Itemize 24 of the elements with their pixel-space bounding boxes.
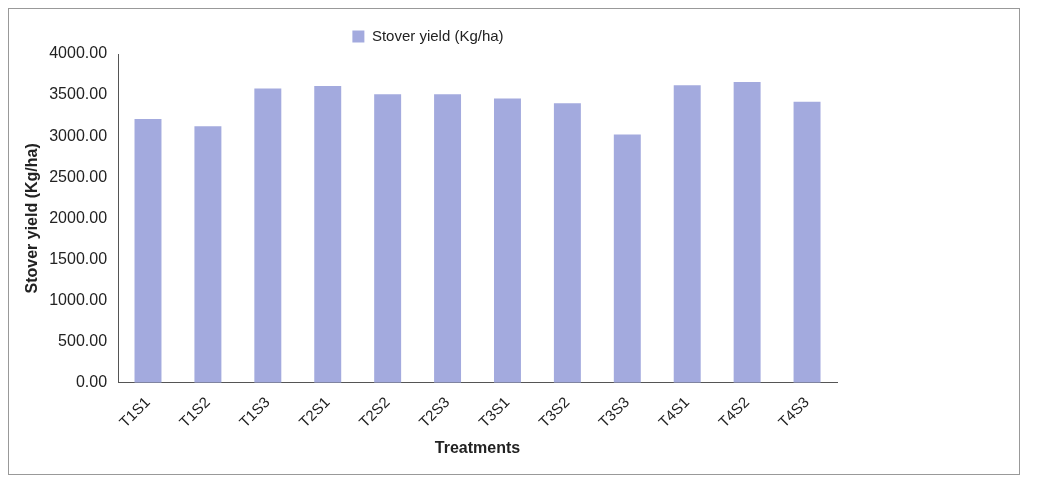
y-tick-label: 0.00 (75, 373, 108, 391)
bar (434, 94, 462, 383)
y-tick-label: 3500.00 (49, 85, 108, 103)
bar (314, 86, 342, 383)
bar (194, 126, 222, 383)
bar (493, 98, 521, 383)
bar (134, 118, 162, 383)
x-axis-title: Treatments (434, 438, 521, 456)
bar (613, 134, 641, 383)
bar (374, 94, 402, 383)
y-tick-label: 3000.00 (49, 126, 108, 144)
bar (254, 88, 282, 383)
bar (673, 85, 701, 383)
y-tick-label: 500.00 (58, 332, 108, 350)
y-tick-label: 2500.00 (49, 167, 108, 185)
bar (553, 103, 581, 383)
y-tick-label: 1500.00 (49, 249, 108, 267)
y-tick-label: 1000.00 (49, 290, 108, 308)
y-axis-title: Stover yield (Kg/ha) (23, 143, 41, 294)
legend-label: Stover yield (Kg/ha) (371, 26, 504, 44)
y-tick-label: 2000.00 (49, 208, 108, 226)
bar (733, 81, 761, 383)
bar (793, 101, 821, 383)
y-tick-label: 4000.00 (49, 44, 108, 62)
